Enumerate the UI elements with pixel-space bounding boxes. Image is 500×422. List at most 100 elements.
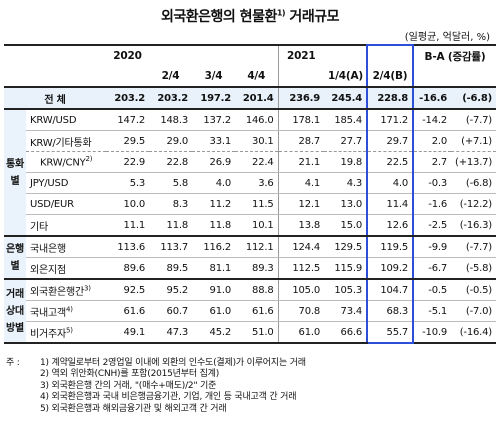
footnotes: 주 : 1) 계약일로부터 2영업일 이내에 외환의 인수도(결제)가 이루어지는… xyxy=(6,358,306,415)
table-cell: 146.0 xyxy=(235,109,278,131)
table-row: 국내고객4) 61.6 60.7 61.0 61.6 70.8 73.4 68.3 -5.… xyxy=(4,300,497,322)
table-cell: (-16.4) xyxy=(451,321,497,344)
total-row: 전 체 203.2 203.2 197.2 201.4 236.9 245.4 … xyxy=(4,87,497,110)
table-cell: 119.5 xyxy=(366,236,414,258)
table-cell: 29.5 xyxy=(106,130,149,152)
row-label: 기타 xyxy=(26,214,106,237)
table-cell xyxy=(4,45,26,66)
table-cell: 91.0 xyxy=(192,279,235,301)
table-cell: 2.0 xyxy=(412,130,451,152)
table-cell xyxy=(192,45,235,66)
table-cell: 4.0 xyxy=(366,172,414,194)
table-row: JPY/USD 5.3 5.8 4.0 3.6 4.1 4.3 4.0 -0.3 (-6.8… xyxy=(4,172,497,194)
table-cell: 11.4 xyxy=(366,193,414,215)
footnote-4: 4) 외국환은행과 국내 비은행금융기관, 기업, 개인 등 국내고객 간 거래 xyxy=(40,392,297,403)
header-row-quarters: 2/4 3/4 4/4 1/4(A) 2/4(B) xyxy=(4,66,497,88)
table-cell: (-6.8) xyxy=(451,87,497,110)
table-cell: 3.6 xyxy=(235,172,278,194)
table-cell: 11.8 xyxy=(149,214,192,237)
table-row: 외은지점 89.6 89.5 81.1 89.3 112.5 115.9 109.2 -6… xyxy=(4,257,497,280)
table-cell: 19.8 xyxy=(324,151,367,173)
table-cell: -5.1 xyxy=(412,300,451,322)
table-cell xyxy=(366,44,414,66)
table-cell xyxy=(149,45,192,66)
table-cell xyxy=(4,66,26,88)
table-cell: 68.3 xyxy=(366,300,414,322)
table-cell: -0.3 xyxy=(412,172,451,194)
table-cell: 55.7 xyxy=(366,321,414,344)
row-label: 외은지점 xyxy=(26,257,106,280)
table-cell: 171.2 xyxy=(366,109,414,131)
table-cell: 148.3 xyxy=(149,109,192,131)
table-cell: 236.9 xyxy=(277,87,324,110)
table-cell: 112.5 xyxy=(277,257,324,280)
table-cell xyxy=(277,66,324,88)
table-cell: (+7.1) xyxy=(451,130,497,152)
table-cell: (-6.8) xyxy=(451,172,497,194)
table-cell: (+13.7) xyxy=(451,151,497,173)
table-cell: 10.1 xyxy=(235,214,278,237)
group-party: 거래상대방별 xyxy=(4,279,26,344)
table-cell: 8.3 xyxy=(149,193,192,215)
table-cell: (-16.3) xyxy=(451,214,497,237)
table-cell: -6.7 xyxy=(412,257,451,280)
table-cell: -9.9 xyxy=(412,236,451,258)
header-q1-2021: 1/4(A) xyxy=(324,66,367,88)
table-cell: 89.5 xyxy=(149,257,192,280)
table-cell: -2.5 xyxy=(412,214,451,237)
table-cell: 66.6 xyxy=(324,321,367,344)
table-cell: 22.9 xyxy=(106,151,149,173)
table-cell: 51.0 xyxy=(235,321,278,344)
unit-note: (일평균, 억달러, %) xyxy=(404,32,490,43)
spot-fx-table: 2020 2021 B-A (증감률) 2/4 3/4 4/4 1/4(A) 2… xyxy=(4,44,497,344)
row-label: KRW/USD xyxy=(26,109,106,131)
table-cell: 60.7 xyxy=(149,300,192,322)
table-cell: 92.5 xyxy=(106,279,149,301)
table-cell: 5.3 xyxy=(106,172,149,194)
table-cell: 4.1 xyxy=(277,172,324,194)
footnote-2: 2) 역외 위안화(CNH)를 포함(2015년부터 집계) xyxy=(40,369,220,380)
table-cell: 4.3 xyxy=(324,172,367,194)
table-cell: 112.1 xyxy=(235,236,278,258)
table-cell: (-0.5) xyxy=(451,279,497,301)
table-cell: 21.1 xyxy=(277,151,324,173)
row-label: USD/EUR xyxy=(26,193,106,215)
table-row: 거래상대방별 외국환은행간3) 92.5 95.2 91.0 88.8 105.0 10… xyxy=(4,279,497,344)
table-cell: 105.3 xyxy=(324,279,367,301)
table-cell: 49.1 xyxy=(106,321,149,344)
table-cell: 26.9 xyxy=(192,151,235,173)
table-cell xyxy=(26,66,106,88)
table-cell: 70.8 xyxy=(277,300,324,322)
table-cell: 2.7 xyxy=(412,151,451,173)
row-label: 전 체 xyxy=(4,87,106,110)
table-row: 비거주자5) 49.1 47.3 45.2 51.0 61.0 66.6 55.7 -10… xyxy=(4,321,497,344)
header-q3-2020: 3/4 xyxy=(192,66,235,88)
table-cell: 10.0 xyxy=(106,193,149,215)
row-label: 국내은행 xyxy=(26,236,106,258)
table-cell xyxy=(412,66,451,88)
table-cell: 115.9 xyxy=(324,257,367,280)
table-cell: 73.4 xyxy=(324,300,367,322)
table-cell: 13.0 xyxy=(324,193,367,215)
table-cell: 29.0 xyxy=(149,130,192,152)
table-cell: -1.6 xyxy=(412,193,451,215)
table-cell: 109.2 xyxy=(366,257,414,280)
table-cell: -0.5 xyxy=(412,279,451,301)
table-cell: 33.1 xyxy=(192,130,235,152)
table-cell: 137.2 xyxy=(192,109,235,131)
table-row: 은행별 국내은행 113.6 113.7 116.2 112.1 124.4 129.5… xyxy=(4,236,497,280)
table-cell: 197.2 xyxy=(192,87,235,110)
table-cell: 201.4 xyxy=(235,87,278,110)
table-cell: (-7.7) xyxy=(451,109,497,131)
table-cell xyxy=(26,45,106,66)
table-cell: 89.3 xyxy=(235,257,278,280)
table-cell: 113.7 xyxy=(149,236,192,258)
table-row: KRW/CNY2) 22.9 22.8 26.9 22.4 21.1 19.8 22.5 … xyxy=(4,151,497,173)
table-row: 통화별 KRW/USD 147.2 148.3 137.2 146.0 178.1 18… xyxy=(4,109,497,237)
footnote-5: 5) 외국환은행과 해외금융기관 및 해외고객 간 거래 xyxy=(40,403,227,414)
table-cell: 61.0 xyxy=(277,321,324,344)
table-cell: 185.4 xyxy=(324,109,367,131)
header-diff: B-A (증감률) xyxy=(412,45,497,66)
table-cell: 61.6 xyxy=(235,300,278,322)
row-label: 국내고객4) xyxy=(26,300,106,322)
